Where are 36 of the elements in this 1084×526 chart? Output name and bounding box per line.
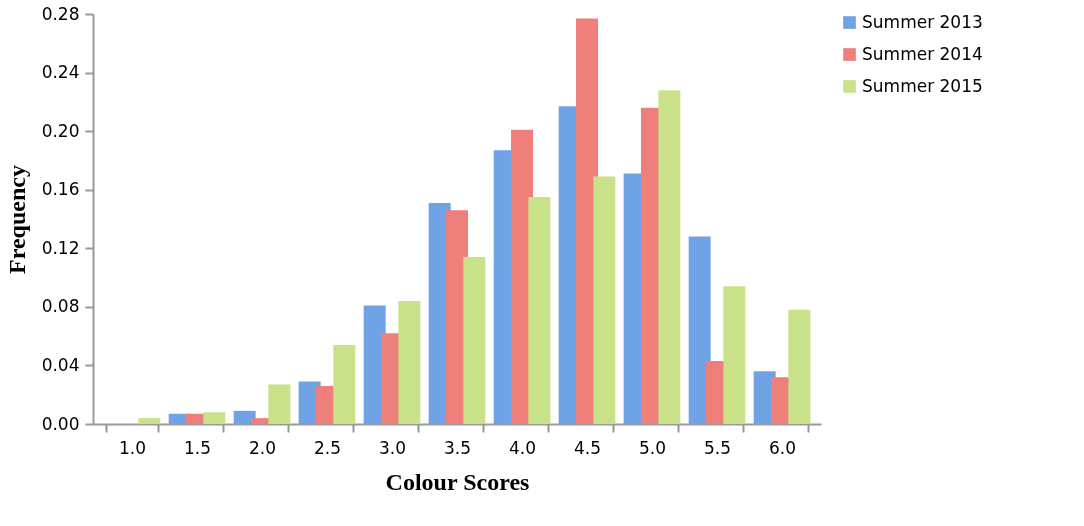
legend-label: Summer 2013 [862,11,983,32]
y-tick-label: 0.12 [41,237,80,258]
bar [268,384,291,424]
bar [723,286,746,424]
x-tick-label: 3.0 [378,437,407,458]
bar [593,176,616,424]
bar [788,309,811,424]
y-tick-label: 0.08 [41,296,80,317]
bar [138,418,161,424]
y-tick-label: 0.16 [41,179,80,200]
x-tick-label: 5.5 [703,437,732,458]
y-tick-label: 0.20 [41,120,80,141]
x-tick-label: 2.5 [313,437,342,458]
y-axis-title: Frequency [3,165,30,274]
legend-label: Summer 2015 [862,75,983,96]
legend-label: Summer 2014 [862,43,983,64]
bar [203,412,226,424]
bar [528,197,551,424]
x-tick-label: 1.0 [118,437,147,458]
y-tick-label: 0.28 [41,3,80,24]
y-tick-label: 0.24 [41,62,80,83]
x-axis-title: Colour Scores [385,468,530,495]
y-tick-label: 0.04 [41,354,80,375]
x-tick-label: 4.5 [573,437,602,458]
x-tick-label: 3.5 [443,437,472,458]
bar [398,301,421,424]
x-tick-label: 6.0 [768,437,797,458]
x-tick-label: 2.0 [248,437,277,458]
bar [688,236,711,424]
bar [333,344,356,424]
x-tick-label: 1.5 [183,437,212,458]
bar [658,90,681,424]
x-tick-label: 5.0 [638,437,667,458]
bar [463,257,486,424]
y-tick-label: 0.00 [41,413,80,434]
x-tick-label: 4.0 [508,437,537,458]
